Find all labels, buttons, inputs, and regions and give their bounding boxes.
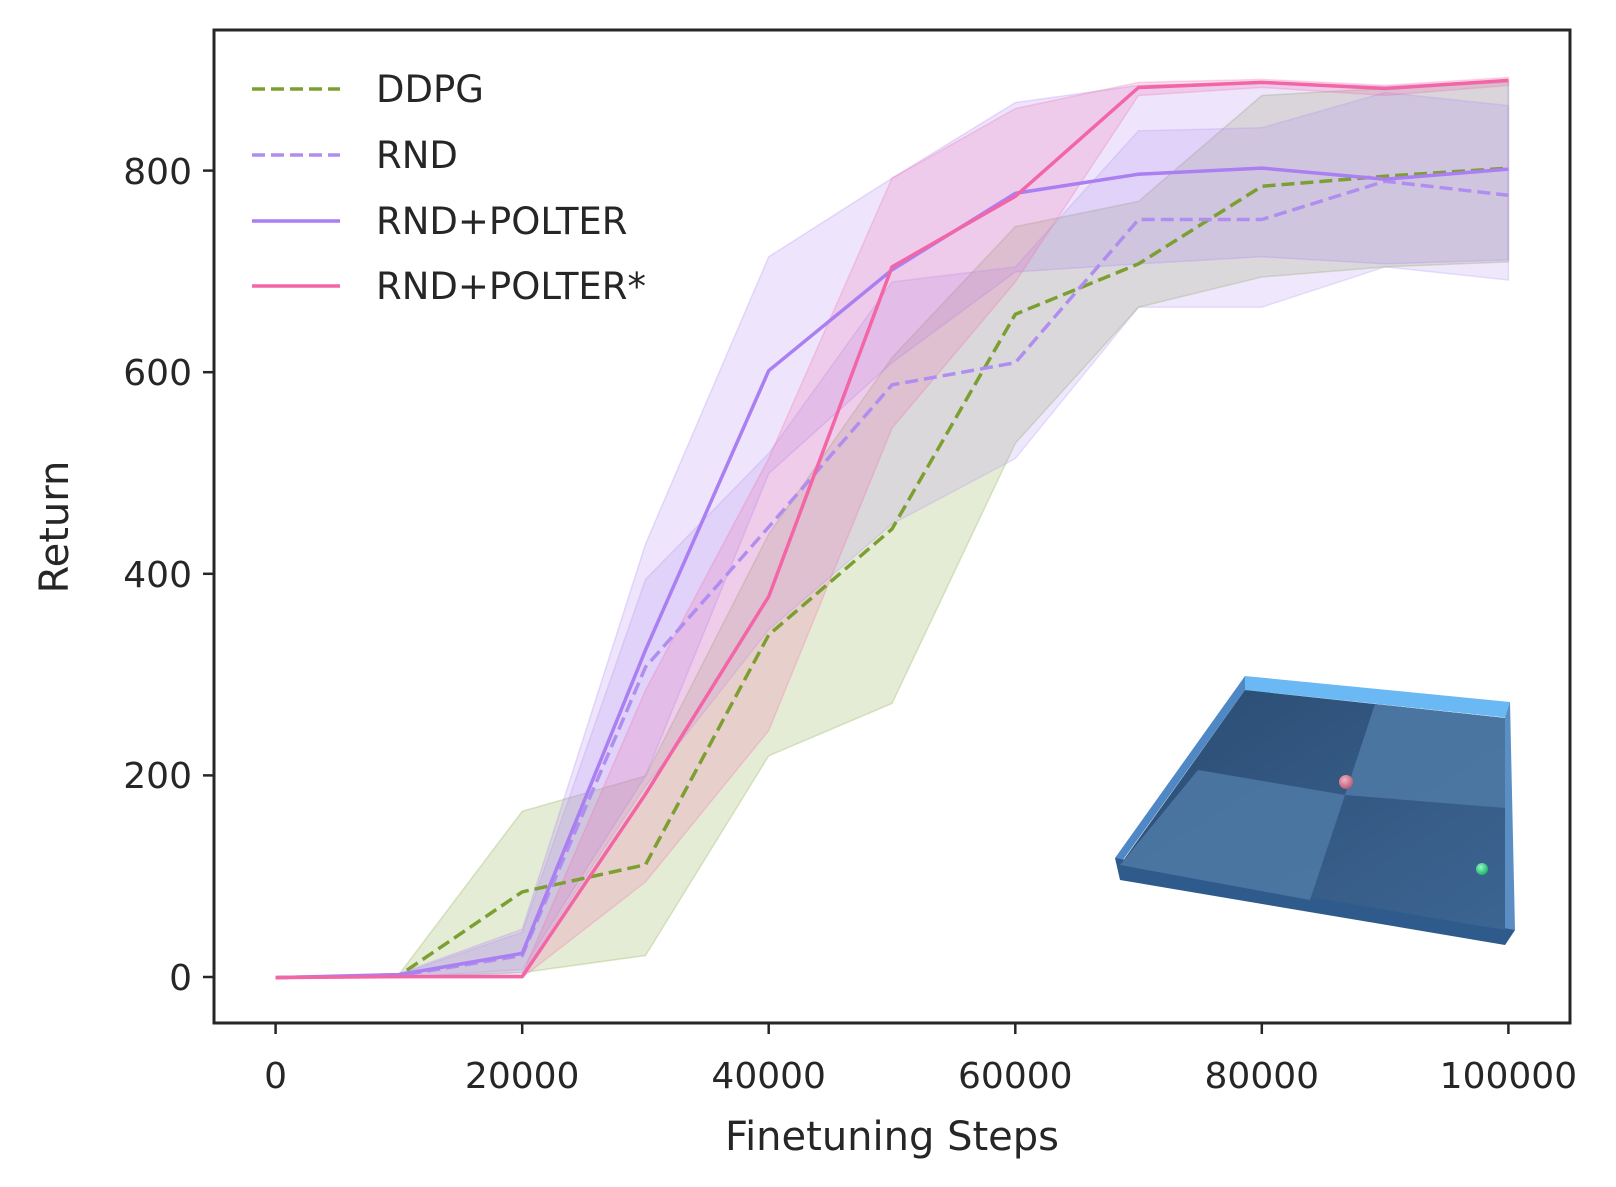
x-tick-label: 0 bbox=[264, 1056, 287, 1097]
series-lines bbox=[275, 78, 1509, 980]
maze-quadrant-bottom-left bbox=[1120, 770, 1345, 900]
band-rnd bbox=[275, 91, 1510, 979]
maze-inset-image bbox=[1115, 676, 1515, 945]
legend-label-rnd-polter: RND+POLTER bbox=[376, 200, 628, 243]
y-tick-label: 600 bbox=[123, 353, 192, 394]
agent-ball bbox=[1339, 775, 1353, 789]
maze-wall-right bbox=[1505, 702, 1515, 945]
y-tick-label: 0 bbox=[169, 958, 192, 999]
legend-label-rnd: RND bbox=[376, 134, 458, 177]
x-axis-title: Finetuning Steps bbox=[725, 1114, 1059, 1160]
maze-quadrant-top-right bbox=[1345, 704, 1505, 808]
y-tick-label: 400 bbox=[123, 555, 192, 596]
x-tick-label: 60000 bbox=[958, 1056, 1073, 1097]
x-axis: 0 20000 40000 60000 80000 100000 bbox=[264, 1023, 1577, 1097]
plot-frame bbox=[212, 28, 1572, 1025]
y-axis-title: Return bbox=[32, 461, 78, 594]
x-tick-label: 80000 bbox=[1205, 1056, 1320, 1097]
x-tick-label: 100000 bbox=[1440, 1056, 1577, 1097]
y-tick-label: 800 bbox=[123, 152, 192, 193]
line-rnd bbox=[275, 179, 1509, 980]
legend-label-ddpg: DDPG bbox=[376, 68, 484, 111]
goal-ball bbox=[1476, 863, 1488, 875]
y-tick-label: 200 bbox=[123, 756, 192, 797]
x-tick-label: 40000 bbox=[711, 1056, 826, 1097]
legend: DDPG RND RND+POLTER RND+POLTER* bbox=[252, 68, 646, 308]
line-rnd-polter-star bbox=[275, 78, 1509, 980]
maze-wall-left bbox=[1115, 676, 1245, 864]
x-tick-label: 20000 bbox=[465, 1056, 580, 1097]
y-axis: 0 200 400 600 800 bbox=[123, 152, 214, 999]
maze-wall-top bbox=[1245, 676, 1510, 718]
line-ddpg bbox=[275, 166, 1509, 980]
legend-label-rnd-polter-star: RND+POLTER* bbox=[376, 265, 646, 308]
